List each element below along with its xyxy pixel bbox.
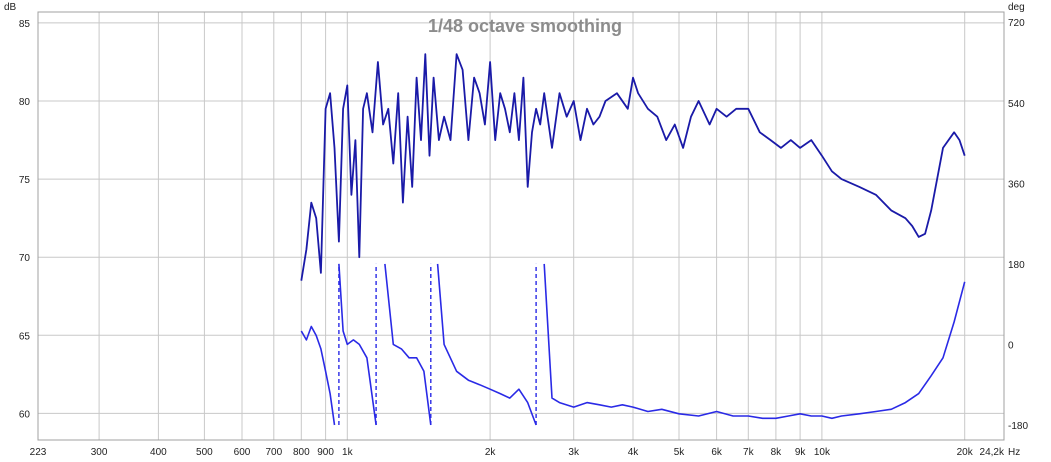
right-axis-ticks: -180 0 180 360 540 720 bbox=[1008, 18, 1028, 432]
x-tick-label: 1k bbox=[342, 447, 354, 458]
x-tick-label: 600 bbox=[234, 447, 251, 458]
series-group bbox=[300, 53, 966, 426]
phase-series-line bbox=[300, 325, 336, 426]
right-tick-label: 720 bbox=[1008, 18, 1025, 29]
left-tick-label: 80 bbox=[19, 97, 31, 108]
right-axis-unit: deg bbox=[1008, 2, 1025, 13]
x-axis-ticks: 223 300 400 500 600 700 800 900 1k 2k 3k 4k 5k 6k 7k 8k… bbox=[30, 447, 1005, 458]
x-tick-label: 4k bbox=[628, 447, 640, 458]
right-tick-label: 540 bbox=[1008, 99, 1025, 110]
x-tick-label: 6k bbox=[711, 447, 723, 458]
x-tick-label: 7k bbox=[743, 447, 755, 458]
magnitude-series-line bbox=[300, 53, 966, 281]
left-tick-label: 75 bbox=[19, 175, 31, 186]
left-axis-unit: dB bbox=[4, 2, 17, 13]
x-tick-label: 900 bbox=[317, 447, 334, 458]
plot-frame bbox=[37, 11, 1005, 441]
phase-series-line bbox=[338, 263, 377, 426]
x-tick-label: 300 bbox=[91, 447, 108, 458]
x-tick-label: 500 bbox=[196, 447, 213, 458]
x-tick-label: 3k bbox=[568, 447, 580, 458]
chart-title: 1/48 octave smoothing bbox=[428, 16, 622, 36]
left-tick-label: 85 bbox=[19, 19, 31, 30]
phase-series-line bbox=[384, 263, 432, 426]
right-tick-label: 0 bbox=[1008, 340, 1014, 351]
left-tick-label: 65 bbox=[19, 331, 31, 342]
left-tick-label: 60 bbox=[19, 409, 31, 420]
x-tick-label: 800 bbox=[293, 447, 310, 458]
phase-series-line bbox=[543, 263, 966, 420]
x-tick-label: 400 bbox=[150, 447, 167, 458]
x-tick-label: 8k bbox=[771, 447, 783, 458]
phase-series-line bbox=[436, 263, 537, 426]
right-tick-label: 360 bbox=[1008, 179, 1025, 190]
x-tick-label: 9k bbox=[795, 447, 807, 458]
x-tick-label: 5k bbox=[674, 447, 686, 458]
x-tick-label: 2k bbox=[485, 447, 497, 458]
left-axis-ticks: 60 65 70 75 80 85 bbox=[19, 19, 31, 420]
right-tick-label: -180 bbox=[1008, 421, 1028, 432]
x-tick-label: 20k bbox=[957, 447, 974, 458]
x-tick-label: 700 bbox=[265, 447, 282, 458]
x-tick-label: 223 bbox=[30, 447, 47, 458]
x-axis-unit: Hz bbox=[1008, 447, 1020, 458]
left-tick-label: 70 bbox=[19, 253, 31, 264]
x-tick-label: 24,2k bbox=[980, 447, 1005, 458]
right-tick-label: 180 bbox=[1008, 260, 1025, 271]
x-tick-label: 10k bbox=[814, 447, 831, 458]
